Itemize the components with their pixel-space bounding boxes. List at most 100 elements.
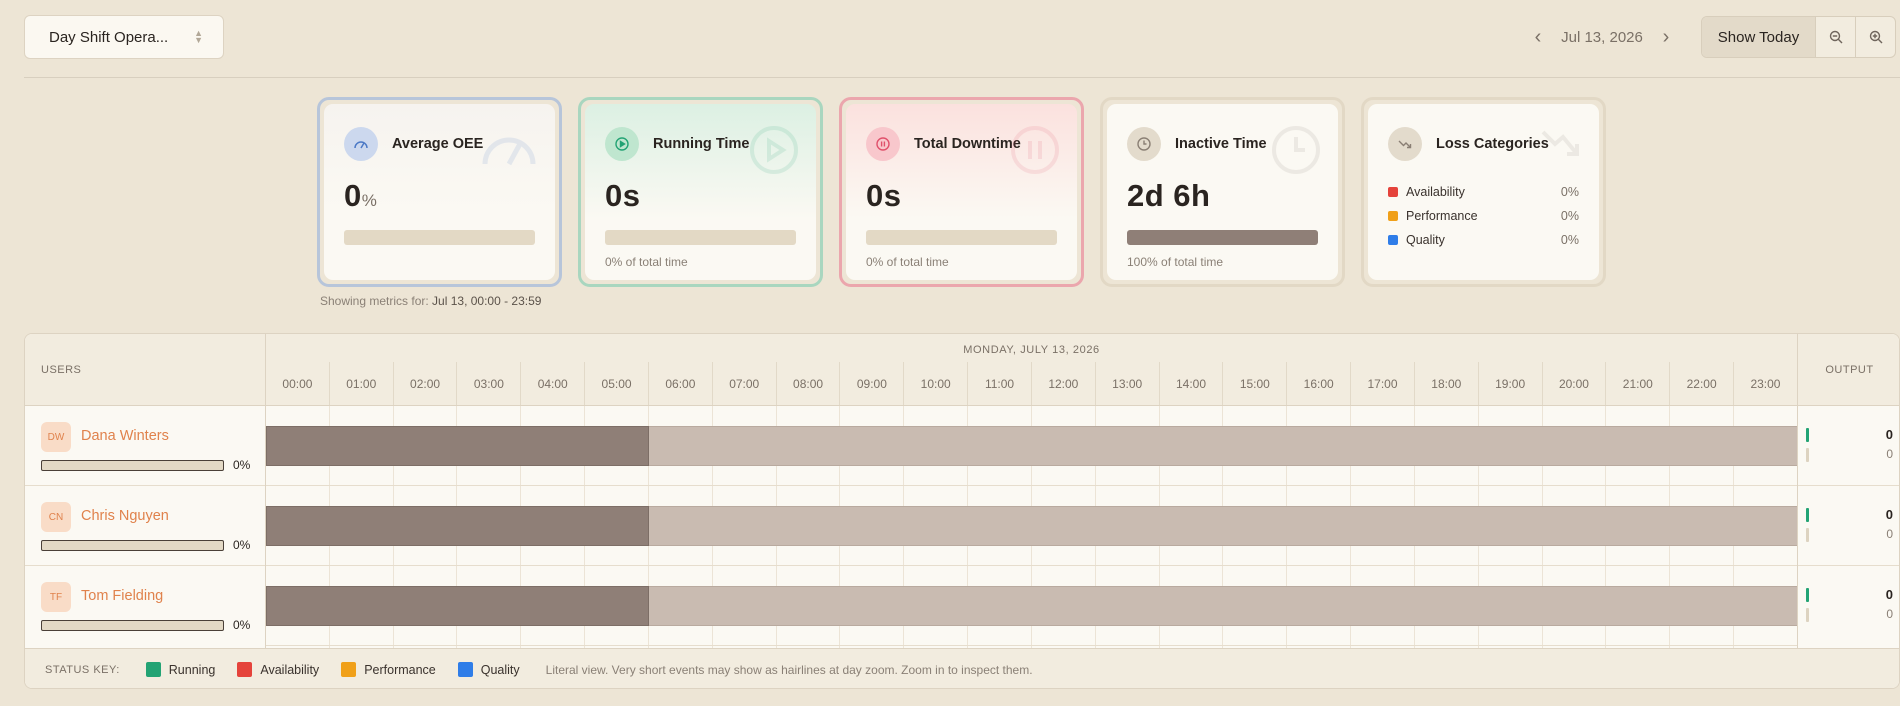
loss-list: Availability 0% Performance 0% Quality 0… bbox=[1388, 180, 1579, 252]
output-header: OUTPUT bbox=[1798, 334, 1899, 406]
hour-label: 07:00 bbox=[711, 362, 776, 405]
good-output-marker bbox=[1806, 508, 1809, 522]
inactive-progress-bar bbox=[1127, 230, 1318, 245]
pause-watermark-icon bbox=[1011, 126, 1059, 174]
downtime-progress-bar bbox=[866, 230, 1057, 245]
performance-swatch bbox=[341, 662, 357, 677]
user-oee-bar bbox=[41, 540, 224, 551]
oee-unit: % bbox=[361, 191, 378, 210]
legend-item-performance: Performance bbox=[341, 662, 436, 677]
updown-icon: ▲ ▼ bbox=[194, 28, 203, 45]
loss-name: Availability bbox=[1406, 185, 1465, 199]
availability-swatch bbox=[1388, 187, 1398, 197]
hour-label: 03:00 bbox=[456, 362, 520, 405]
card-title: Total Downtime bbox=[914, 136, 1021, 152]
loss-percent: 0% bbox=[1560, 185, 1579, 199]
hour-label: 02:00 bbox=[392, 362, 457, 405]
user-oee-percent: 0% bbox=[233, 458, 251, 472]
bad-output-value: 0 bbox=[1886, 447, 1893, 461]
bad-output-value: 0 bbox=[1886, 527, 1893, 541]
metrics-note-range: Jul 13, 00:00 - 23:59 bbox=[432, 294, 542, 308]
legend-label: Running bbox=[168, 662, 216, 677]
user-oee-percent: 0% bbox=[233, 618, 251, 632]
hour-label: 01:00 bbox=[328, 362, 393, 405]
running-value: 0s bbox=[605, 178, 641, 213]
hour-label: 23:00 bbox=[1733, 362, 1797, 405]
card-inactive-time: Inactive Time 2d 6h 100% of total time bbox=[1100, 97, 1345, 287]
inactive-segment-elapsed[interactable] bbox=[266, 506, 649, 546]
user-oee-percent: 0% bbox=[233, 538, 251, 552]
inactive-progress-fill bbox=[1127, 230, 1318, 245]
chevron-right-icon[interactable]: › bbox=[1662, 25, 1670, 48]
bad-output-marker bbox=[1806, 608, 1809, 622]
inactive-segment-elapsed[interactable] bbox=[266, 426, 649, 466]
quality-swatch bbox=[457, 662, 473, 677]
zoom-out-button[interactable] bbox=[1815, 17, 1855, 57]
avatar: TF bbox=[41, 582, 71, 612]
shift-select[interactable]: Day Shift Opera... ▲ ▼ bbox=[24, 15, 224, 59]
hour-label: 19:00 bbox=[1477, 362, 1542, 405]
play-icon bbox=[605, 127, 639, 161]
oee-progress-bar bbox=[344, 230, 535, 245]
inactive-segment-remaining[interactable] bbox=[648, 426, 1797, 466]
hour-label: 12:00 bbox=[1030, 362, 1095, 405]
bad-output-marker bbox=[1806, 528, 1809, 542]
zoom-in-button[interactable] bbox=[1855, 17, 1895, 57]
good-output-marker bbox=[1806, 588, 1809, 602]
zoom-in-icon bbox=[1869, 30, 1882, 44]
clock-icon bbox=[1127, 127, 1161, 161]
gauge-watermark-icon bbox=[482, 137, 536, 166]
hour-label: 14:00 bbox=[1158, 362, 1223, 405]
metrics-range-note: Showing metrics for: Jul 13, 00:00 - 23:… bbox=[320, 294, 541, 308]
play-watermark-icon bbox=[750, 126, 798, 174]
hour-label: 05:00 bbox=[584, 362, 648, 405]
header-divider bbox=[24, 77, 1900, 78]
pause-icon bbox=[866, 127, 900, 161]
legend-item-quality: Quality bbox=[457, 662, 520, 677]
loss-item-performance: Performance 0% bbox=[1388, 204, 1579, 228]
hour-label: 20:00 bbox=[1541, 362, 1606, 405]
user-row[interactable]: CN Chris Nguyen 0% bbox=[25, 486, 265, 566]
view-controls: Show Today bbox=[1701, 16, 1896, 58]
chevron-left-icon[interactable]: ‹ bbox=[1534, 25, 1542, 48]
timeline-date-label: MONDAY, JULY 13, 2026 bbox=[266, 334, 1797, 362]
good-output-value: 0 bbox=[1885, 587, 1893, 602]
user-name[interactable]: Tom Fielding bbox=[81, 588, 164, 604]
bad-output-value: 0 bbox=[1886, 607, 1893, 621]
legend-item-availability: Availability bbox=[237, 662, 319, 677]
loss-item-availability: Availability 0% bbox=[1388, 180, 1579, 204]
card-total-downtime: Total Downtime 0s 0% of total time bbox=[839, 97, 1084, 287]
legend-label: Quality bbox=[480, 662, 520, 677]
zoom-out-icon bbox=[1829, 30, 1842, 44]
loss-name: Quality bbox=[1406, 233, 1445, 247]
inactive-segment-elapsed[interactable] bbox=[266, 586, 649, 626]
good-output-marker bbox=[1806, 428, 1809, 442]
timeline-row[interactable] bbox=[266, 566, 1797, 646]
timeline-row[interactable] bbox=[266, 406, 1797, 486]
show-today-button[interactable]: Show Today bbox=[1702, 17, 1815, 57]
user-row[interactable]: TF Tom Fielding 0% bbox=[25, 566, 265, 646]
downtime-value: 0s bbox=[866, 178, 902, 213]
timeline-row[interactable] bbox=[266, 486, 1797, 566]
inactive-segment-remaining[interactable] bbox=[648, 586, 1797, 626]
users-header: USERS bbox=[25, 334, 265, 406]
card-title: Running Time bbox=[653, 136, 750, 152]
legend-item-running: Running bbox=[145, 662, 216, 677]
trending-down-icon bbox=[1388, 127, 1422, 161]
quality-swatch bbox=[1388, 235, 1398, 245]
avatar: DW bbox=[41, 422, 71, 452]
inactive-segment-remaining[interactable] bbox=[648, 506, 1797, 546]
running-progress-bar bbox=[605, 230, 796, 245]
good-output-value: 0 bbox=[1885, 507, 1893, 522]
output-row: 0 0 bbox=[1798, 486, 1899, 566]
good-output-value: 0 bbox=[1885, 427, 1893, 442]
hour-label: 10:00 bbox=[903, 362, 967, 405]
user-row[interactable]: DW Dana Winters 0% bbox=[25, 406, 265, 486]
hour-label: 15:00 bbox=[1222, 362, 1286, 405]
hour-header-row: 00:00 01:00 02:00 03:00 04:00 05:00 06:00 07:00… bbox=[266, 362, 1797, 406]
inactive-value: 2d 6h bbox=[1127, 178, 1211, 213]
user-name[interactable]: Chris Nguyen bbox=[81, 508, 169, 524]
performance-swatch bbox=[1388, 211, 1398, 221]
user-name[interactable]: Dana Winters bbox=[81, 428, 169, 444]
metrics-note-prefix: Showing metrics for: bbox=[320, 294, 429, 308]
